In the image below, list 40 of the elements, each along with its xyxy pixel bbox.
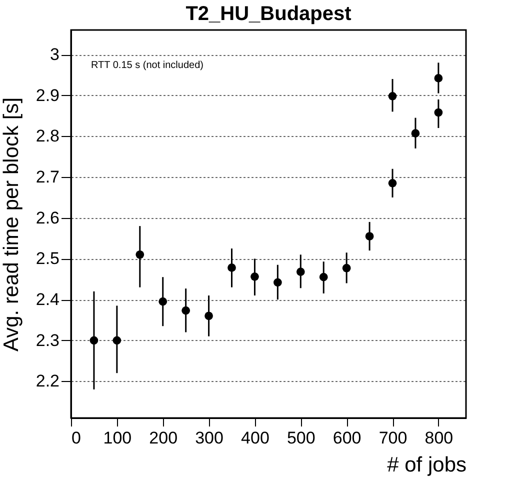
x-tick-label: 100 [103,428,132,448]
y-tick-label: 2.7 [36,168,60,187]
chart-title: T2_HU_Budapest [186,3,352,25]
x-tick-label: 500 [286,428,316,448]
y-tick-label: 2.9 [36,86,60,105]
point [388,92,397,100]
point [319,272,328,282]
point [90,336,98,345]
x-tick-label: 800 [424,428,454,448]
x-tick-label: 0 [72,428,81,448]
x-tick-label: 700 [378,428,408,448]
y-tick-label: 3 [50,45,60,64]
annotation: RTT 0.15 s (not included) [91,60,204,71]
point [296,268,305,276]
y-axis-title: Avg. read time per block [s] [0,97,23,352]
point [136,250,144,259]
point [228,264,236,272]
point [250,272,259,281]
point [112,336,122,345]
point [434,74,443,82]
point [342,264,351,272]
point [274,278,282,287]
point [388,178,397,188]
point [411,129,420,138]
point [365,232,374,240]
y-tick-label: 2.5 [36,249,60,268]
y-tick-label: 2.2 [36,372,60,391]
x-axis-title: # of jobs [387,454,466,476]
y-tick-label: 2.4 [36,290,60,310]
y-tick-label: 2.8 [36,126,60,146]
point [182,306,190,315]
point [204,312,213,320]
point [434,108,443,117]
y-tick-label: 2.3 [36,330,60,350]
x-tick-label: 400 [241,428,270,448]
x-tick-label: 200 [149,428,178,448]
x-tick-label: 600 [332,428,362,448]
y-tick-label: 2.6 [36,208,60,228]
point [158,297,168,306]
x-tick-label: 300 [195,428,224,448]
